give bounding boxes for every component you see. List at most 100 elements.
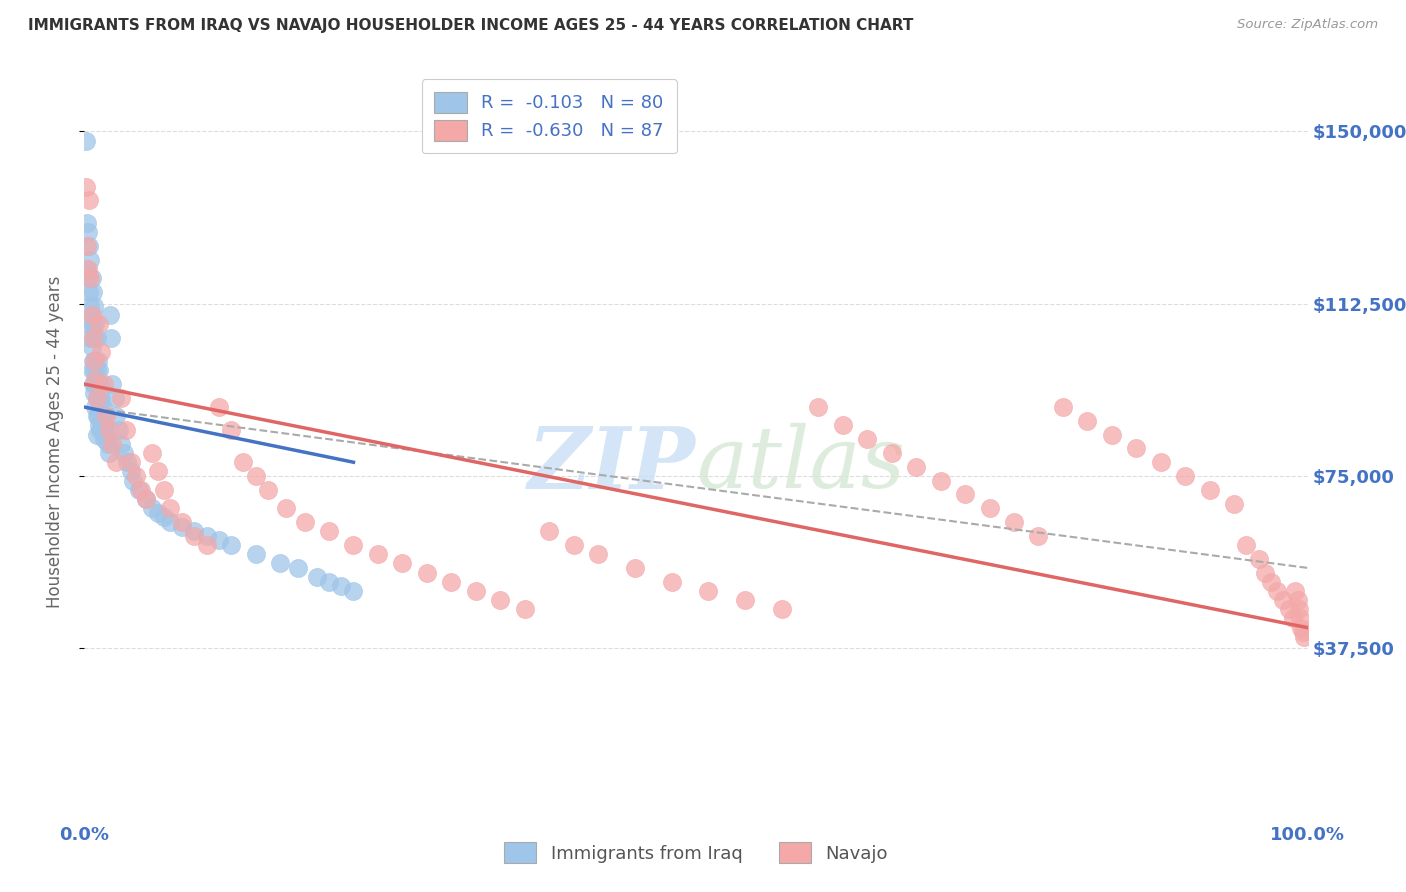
Point bbox=[1288, 602, 1310, 616]
Point bbox=[87, 418, 110, 433]
Point bbox=[79, 253, 101, 268]
Point bbox=[86, 409, 108, 424]
Point bbox=[1272, 593, 1295, 607]
Point bbox=[84, 377, 107, 392]
Point bbox=[183, 524, 205, 538]
Point bbox=[86, 391, 108, 405]
Point bbox=[75, 134, 97, 148]
Point bbox=[146, 506, 169, 520]
Point bbox=[84, 372, 107, 386]
Point bbox=[276, 501, 298, 516]
Point bbox=[697, 583, 720, 598]
Point bbox=[101, 377, 124, 392]
Text: ZIP: ZIP bbox=[529, 423, 696, 506]
Point bbox=[87, 363, 110, 377]
Point bbox=[77, 271, 100, 285]
Point bbox=[80, 340, 103, 354]
Point bbox=[129, 483, 152, 497]
Point bbox=[91, 400, 114, 414]
Point bbox=[1028, 529, 1050, 543]
Point bbox=[1076, 414, 1098, 428]
Point bbox=[83, 299, 105, 313]
Point bbox=[76, 239, 98, 253]
Point bbox=[141, 446, 163, 460]
Point bbox=[245, 469, 267, 483]
Point bbox=[624, 561, 647, 575]
Point bbox=[183, 529, 205, 543]
Point bbox=[86, 363, 108, 377]
Point bbox=[80, 308, 103, 322]
Point bbox=[96, 409, 118, 424]
Point bbox=[120, 464, 142, 478]
Point bbox=[77, 239, 100, 253]
Point bbox=[1292, 625, 1315, 640]
Point bbox=[82, 354, 104, 368]
Point bbox=[219, 423, 242, 437]
Point bbox=[84, 354, 107, 368]
Point bbox=[159, 501, 181, 516]
Point bbox=[141, 501, 163, 516]
Point bbox=[1254, 566, 1277, 580]
Point bbox=[1247, 551, 1270, 566]
Point bbox=[831, 418, 853, 433]
Point bbox=[219, 538, 242, 552]
Point bbox=[1282, 611, 1305, 625]
Point bbox=[318, 574, 340, 589]
Point bbox=[94, 418, 117, 433]
Point bbox=[83, 354, 105, 368]
Legend: Immigrants from Iraq, Navajo: Immigrants from Iraq, Navajo bbox=[495, 833, 897, 872]
Point bbox=[90, 391, 112, 405]
Point bbox=[586, 547, 609, 561]
Point bbox=[734, 593, 756, 607]
Point bbox=[104, 391, 127, 405]
Point bbox=[1286, 593, 1309, 607]
Point bbox=[87, 354, 110, 368]
Point bbox=[1223, 497, 1246, 511]
Point bbox=[1291, 621, 1313, 635]
Point bbox=[97, 437, 120, 451]
Point bbox=[880, 446, 903, 460]
Point bbox=[115, 455, 138, 469]
Point bbox=[93, 377, 115, 392]
Point bbox=[661, 574, 683, 589]
Point bbox=[77, 194, 100, 208]
Point bbox=[98, 308, 121, 322]
Point bbox=[82, 318, 104, 332]
Point bbox=[83, 386, 105, 401]
Point bbox=[89, 423, 111, 437]
Point bbox=[562, 538, 585, 552]
Point bbox=[87, 391, 110, 405]
Point bbox=[294, 515, 316, 529]
Point bbox=[1236, 538, 1258, 552]
Point bbox=[93, 409, 115, 424]
Point bbox=[269, 557, 291, 571]
Point bbox=[1260, 574, 1282, 589]
Point bbox=[84, 318, 107, 332]
Point bbox=[122, 474, 145, 488]
Point bbox=[120, 455, 142, 469]
Point bbox=[257, 483, 280, 497]
Point bbox=[770, 602, 793, 616]
Point bbox=[77, 285, 100, 300]
Point bbox=[97, 446, 120, 460]
Point bbox=[905, 459, 928, 474]
Point bbox=[464, 583, 486, 598]
Point bbox=[153, 510, 176, 524]
Point bbox=[84, 400, 107, 414]
Point bbox=[115, 423, 138, 437]
Point bbox=[79, 271, 101, 285]
Point bbox=[416, 566, 439, 580]
Point bbox=[953, 487, 976, 501]
Point bbox=[318, 524, 340, 538]
Text: atlas: atlas bbox=[696, 423, 905, 506]
Point bbox=[135, 491, 157, 506]
Point bbox=[1101, 427, 1123, 442]
Point bbox=[76, 216, 98, 230]
Point bbox=[91, 423, 114, 437]
Point bbox=[1125, 442, 1147, 456]
Point bbox=[1002, 515, 1025, 529]
Point bbox=[112, 446, 135, 460]
Point bbox=[86, 391, 108, 405]
Point bbox=[979, 501, 1001, 516]
Point bbox=[80, 271, 103, 285]
